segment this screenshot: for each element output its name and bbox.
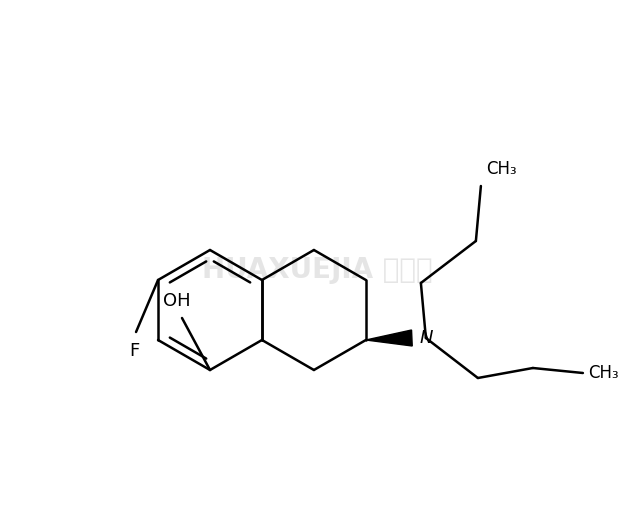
Text: F: F — [129, 342, 139, 360]
Text: HUAXUEJIA 化学加: HUAXUEJIA 化学加 — [202, 256, 432, 284]
Text: OH: OH — [163, 292, 191, 310]
Text: CH₃: CH₃ — [588, 364, 619, 382]
Polygon shape — [366, 330, 412, 346]
Text: CH₃: CH₃ — [486, 160, 517, 178]
Text: N: N — [419, 329, 432, 347]
